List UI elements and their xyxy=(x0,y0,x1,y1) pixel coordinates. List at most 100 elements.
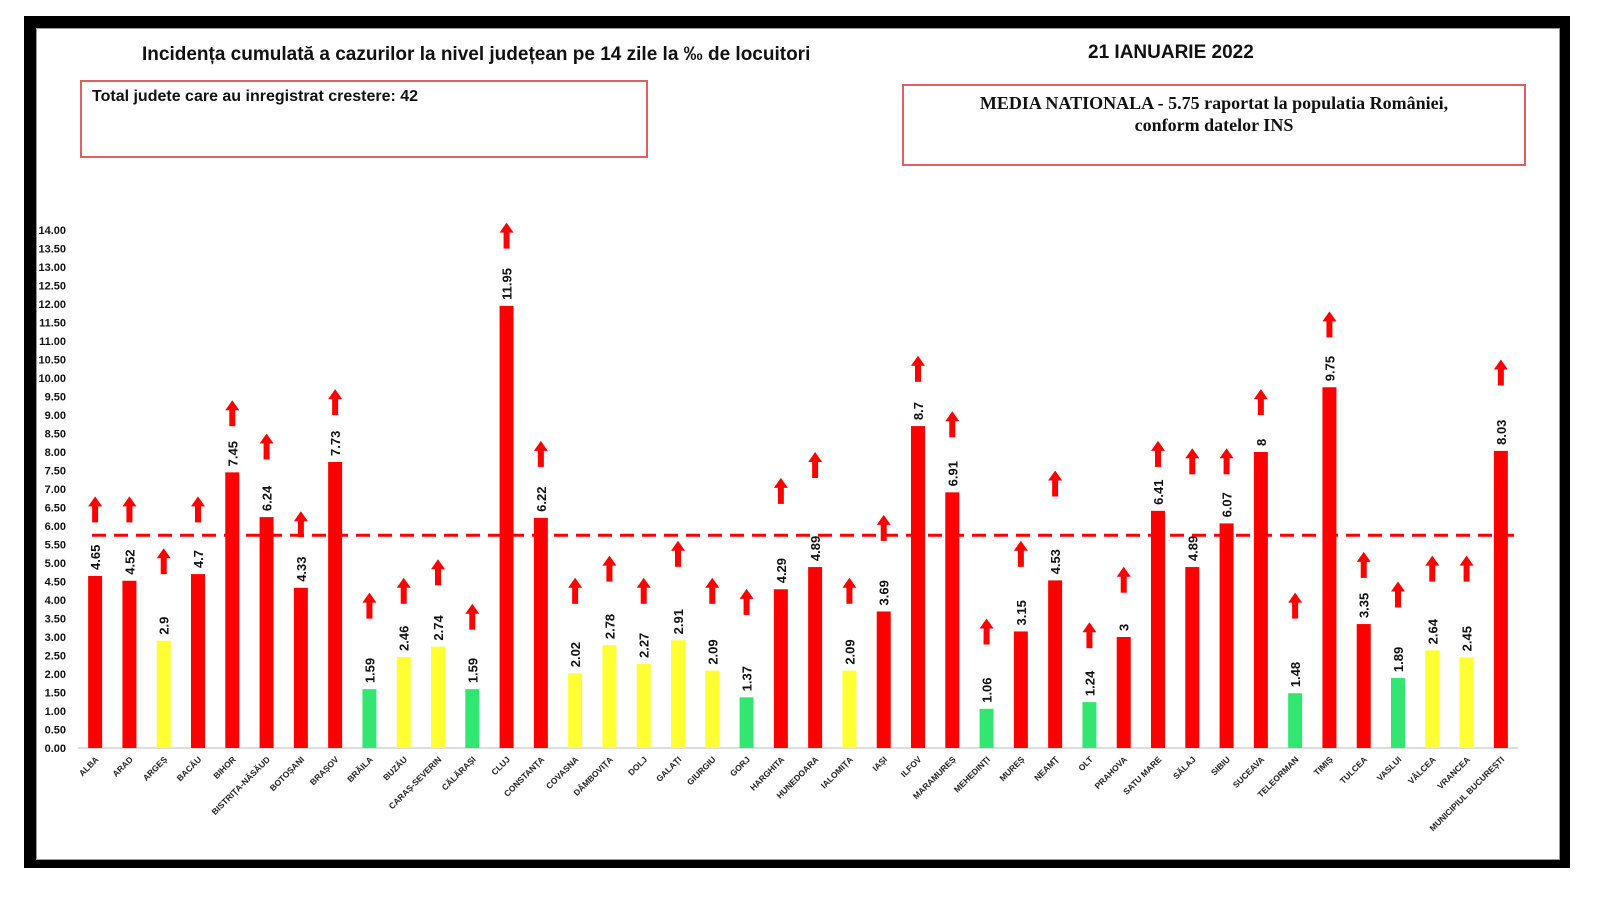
trend-arrow-up-icon xyxy=(1493,359,1508,386)
report-date: 21 IANUARIE 2022 xyxy=(1088,42,1254,63)
y-tick-label: 6.50 xyxy=(45,503,66,515)
bar-d-mbovi-a xyxy=(602,645,617,748)
category-label: PRAHOVA xyxy=(1092,754,1129,791)
trend-arrow-up-icon xyxy=(602,555,617,582)
category-label: VRANCEA xyxy=(1435,754,1472,791)
value-label: 1.37 xyxy=(740,666,755,691)
y-tick-label: 11.00 xyxy=(39,336,66,348)
y-tick-label: 5.00 xyxy=(45,558,66,570)
bar-c-l-ra-i xyxy=(465,689,480,748)
y-tick-label: 7.50 xyxy=(45,466,66,478)
value-label: 3.35 xyxy=(1357,593,1372,618)
y-tick-label: 1.50 xyxy=(45,688,66,700)
value-label: 4.53 xyxy=(1048,549,1063,574)
category-label: COVASNA xyxy=(544,754,581,791)
value-label: 1.59 xyxy=(362,658,377,683)
value-label: 7.73 xyxy=(328,431,343,456)
value-label: 2.91 xyxy=(671,609,686,634)
category-label: TULCEA xyxy=(1338,754,1369,785)
increase-summary-text: Total judete care au inregistrat crester… xyxy=(92,88,419,105)
trend-arrow-up-icon xyxy=(636,577,651,604)
bar-buz-u xyxy=(396,656,411,748)
y-tick-label: 13.50 xyxy=(38,244,66,256)
value-label: 6.24 xyxy=(260,485,275,511)
y-tick-label: 14.00 xyxy=(38,225,66,237)
category-label: ARAD xyxy=(110,754,134,778)
bar-mure- xyxy=(1013,631,1028,748)
bar-suceava xyxy=(1253,452,1268,748)
bar-gorj xyxy=(739,697,754,748)
trend-arrow-up-icon xyxy=(1459,555,1474,582)
bar-teleorman xyxy=(1288,693,1303,748)
value-label: 2.9 xyxy=(157,617,172,635)
category-label: ILFOV xyxy=(899,754,924,779)
value-label: 3.15 xyxy=(1014,600,1029,625)
value-label: 4.89 xyxy=(808,536,823,561)
bar-vaslui xyxy=(1391,678,1405,748)
y-tick-label: 4.00 xyxy=(45,595,66,607)
value-label: 8.03 xyxy=(1494,420,1509,445)
trend-arrow-up-icon xyxy=(1425,555,1440,582)
chart-title: Incidența cumulată a cazurilor la nivel … xyxy=(142,44,811,65)
bar-alba xyxy=(88,575,103,748)
y-tick-label: 11.50 xyxy=(39,318,66,330)
y-tick-label: 2.00 xyxy=(45,669,66,681)
bar-constan-a xyxy=(533,517,548,748)
national-average-line2: conform datelor INS xyxy=(1134,115,1294,135)
category-label: GORJ xyxy=(728,754,752,778)
bar-cluj xyxy=(499,305,514,748)
category-label: GIURGIU xyxy=(685,754,718,787)
category-label: MUREȘ xyxy=(997,754,1026,783)
trend-arrow-up-icon xyxy=(705,577,720,604)
category-label: BACĂU xyxy=(175,754,204,783)
y-tick-label: 9.00 xyxy=(45,410,66,422)
bar-dolj xyxy=(636,664,651,748)
category-label: BOTOȘANI xyxy=(268,754,307,793)
y-tick-label: 0.00 xyxy=(45,743,66,755)
y-tick-label: 3.50 xyxy=(45,614,66,626)
category-label: SIBIU xyxy=(1209,754,1232,777)
category-label: BRĂILA xyxy=(345,754,375,784)
value-label: 1.24 xyxy=(1082,670,1097,696)
trend-arrow-up-icon xyxy=(773,477,788,504)
trend-arrow-up-icon xyxy=(465,603,480,630)
category-label: DOLJ xyxy=(626,754,649,777)
category-label: ARGEȘ xyxy=(141,754,170,783)
value-label: 2.09 xyxy=(705,639,720,664)
trend-arrow-up-icon xyxy=(1048,470,1063,497)
trend-arrow-up-icon xyxy=(122,496,137,523)
trend-arrow-up-icon xyxy=(1219,448,1234,475)
y-tick-label: 1.00 xyxy=(45,706,66,718)
bar-sibiu xyxy=(1219,523,1234,748)
y-tick-label: 3.00 xyxy=(45,632,66,644)
category-label: SUCEAVA xyxy=(1231,754,1267,790)
trend-arrow-up-icon xyxy=(1288,592,1303,619)
y-tick-label: 13.00 xyxy=(38,262,66,274)
trend-arrow-up-icon xyxy=(739,588,754,615)
category-label: TIMIȘ xyxy=(1312,754,1335,777)
value-label: 4.89 xyxy=(1185,536,1200,561)
bar-bra-ov xyxy=(328,461,343,748)
category-label: MEHEDINȚI xyxy=(952,754,992,794)
category-label: SĂLAJ xyxy=(1171,754,1198,781)
trend-arrow-up-icon xyxy=(1185,448,1200,475)
trend-arrow-up-icon xyxy=(225,400,240,427)
y-tick-label: 8.50 xyxy=(45,429,66,441)
y-tick-label: 10.00 xyxy=(38,373,66,385)
bar-v-lcea xyxy=(1425,650,1440,748)
bar-ilfov xyxy=(911,426,925,748)
national-average-box: MEDIA NATIONALA - 5.75 raportat la popul… xyxy=(902,84,1526,166)
value-label: 3.69 xyxy=(877,580,892,605)
category-label: IALOMIȚA xyxy=(819,754,855,790)
trend-arrow-up-icon xyxy=(979,618,994,645)
value-label: 4.7 xyxy=(191,550,206,568)
bar-br-ila xyxy=(362,689,377,748)
value-label: 2.09 xyxy=(842,639,857,664)
trend-arrow-up-icon xyxy=(1082,622,1097,649)
value-label: 1.48 xyxy=(1288,662,1303,687)
bar-hunedoara xyxy=(808,567,823,748)
bar-ialomi-a xyxy=(842,670,857,748)
value-label: 2.74 xyxy=(431,615,446,641)
value-label: 8 xyxy=(1254,439,1269,446)
trend-arrow-up-icon xyxy=(1322,311,1337,338)
